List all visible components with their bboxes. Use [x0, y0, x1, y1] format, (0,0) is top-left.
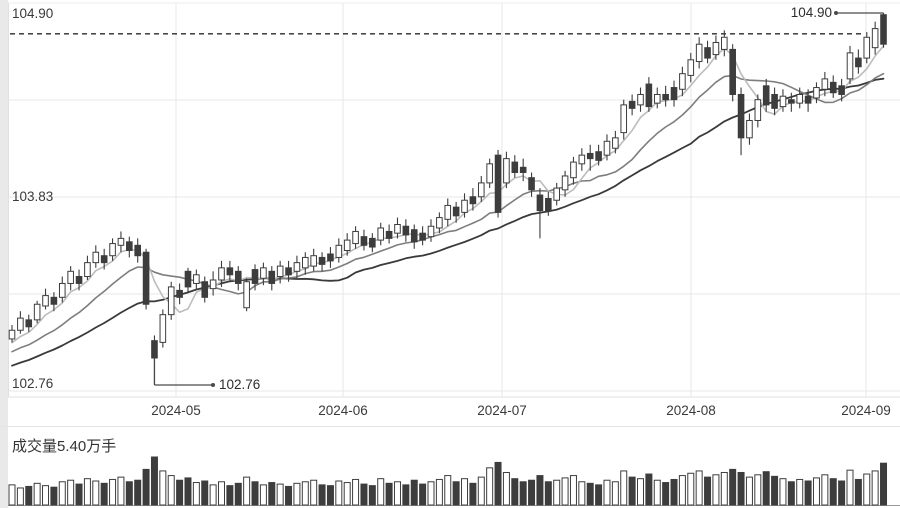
left-edge-strip: [0, 0, 8, 508]
annotation-lines: [153, 11, 884, 387]
x-axis-label: 2024-07: [477, 403, 527, 418]
volume-bars: [8, 456, 888, 506]
price-label-max: 104.90: [12, 6, 54, 21]
price-label-mid: 103.83: [12, 189, 54, 204]
x-axis-label: 2024-09: [841, 403, 891, 418]
volume-label: 成交量5.40万手: [12, 438, 117, 455]
x-axis-label: 2024-08: [666, 403, 716, 418]
candlesticks: [8, 13, 887, 384]
low-annotation-label: 102.76: [219, 377, 261, 392]
price-label-min: 102.76: [12, 376, 54, 391]
x-axis-label: 2024-05: [151, 403, 201, 418]
high-annotation-label: 104.90: [790, 5, 832, 20]
x-axis-label: 2024-06: [318, 403, 368, 418]
